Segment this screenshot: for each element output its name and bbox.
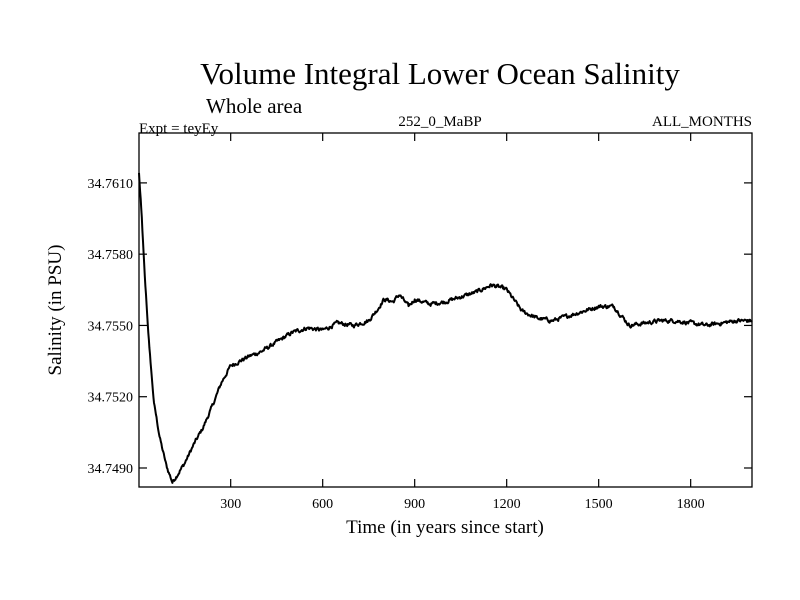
chart-subtitle: Whole area: [206, 94, 303, 118]
x-tick-label: 600: [312, 497, 333, 512]
x-tick-label: 300: [220, 497, 241, 512]
y-axis: 34.7490 34.7520 34.7550 34.7580 34.7610: [88, 177, 752, 477]
y-tick-label: 34.7610: [88, 177, 134, 192]
x-tick-label: 1200: [493, 497, 521, 512]
experiment-label: Expt = teyEy: [139, 121, 219, 137]
months-label: ALL_MONTHS: [652, 114, 752, 130]
period-label: 252_0_MaBP: [398, 114, 481, 130]
salinity-series-line: [138, 172, 753, 484]
x-axis: 300 600 900 1200 1500 1800: [220, 133, 705, 512]
x-tick-label: 1800: [677, 497, 705, 512]
chart-title: Volume Integral Lower Ocean Salinity: [200, 56, 680, 91]
x-tick-label: 1500: [585, 497, 613, 512]
x-axis-label: Time (in years since start): [346, 517, 544, 538]
y-axis-label: Salinity (in PSU): [45, 245, 66, 376]
y-tick-label: 34.7580: [88, 248, 134, 263]
y-tick-label: 34.7520: [88, 391, 134, 406]
y-tick-label: 34.7490: [88, 462, 134, 477]
y-tick-label: 34.7550: [88, 319, 134, 334]
x-tick-label: 900: [404, 497, 425, 512]
plot-frame: [138, 132, 753, 488]
